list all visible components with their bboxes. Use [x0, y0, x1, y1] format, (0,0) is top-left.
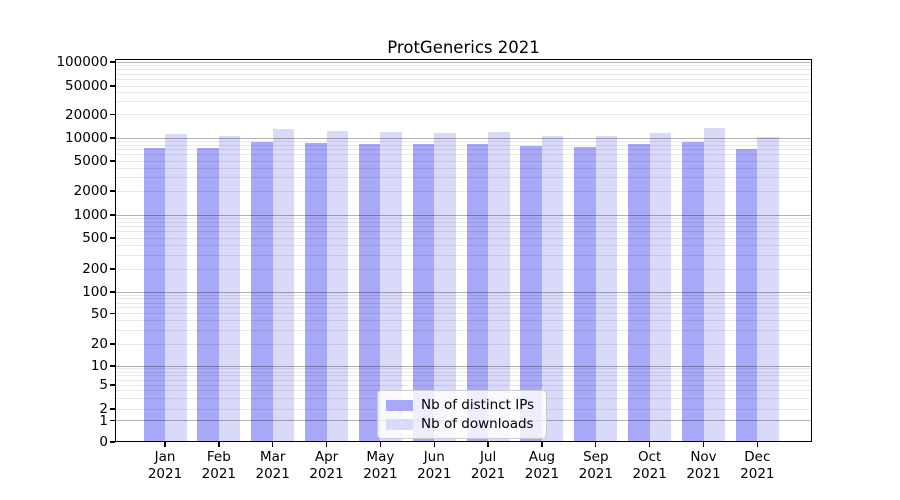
bar-downloads-may — [380, 131, 402, 442]
x-tick-label: Apr 2021 — [309, 449, 344, 482]
x-tick-mark — [218, 442, 220, 447]
x-tick-mark — [379, 442, 382, 447]
bar-downloads-aug — [541, 136, 564, 442]
y-tick-label: 500 — [82, 230, 108, 246]
x-tick-label: Jun 2021 — [417, 449, 452, 482]
y-tick-mark — [110, 291, 115, 293]
y-tick-mark — [110, 61, 115, 63]
y-tick-label: 10 — [90, 358, 108, 374]
bar-distinct-ips-oct — [628, 144, 650, 442]
bar-downloads-jul — [488, 132, 510, 442]
y-tick-label: 5 — [99, 377, 108, 393]
legend-item-downloads: Nb of downloads — [386, 416, 538, 432]
y-tick-label: 1000 — [73, 207, 108, 223]
legend-label-distinct-ips: Nb of distinct IPs — [421, 397, 535, 413]
y-tick-label: 1 — [99, 412, 108, 429]
bar-distinct-ips-dec — [735, 148, 758, 442]
x-tick-mark — [325, 442, 328, 447]
bar-distinct-ips-sep — [574, 146, 596, 442]
legend-item-distinct-ips: Nb of distinct IPs — [386, 397, 538, 413]
y-tick-mark — [110, 343, 115, 345]
x-tick-label: Nov 2021 — [686, 449, 721, 482]
y-tick-mark — [110, 384, 115, 386]
y-tick-mark — [110, 441, 115, 443]
x-tick-label: Jan 2021 — [147, 449, 183, 482]
x-tick-mark — [595, 442, 597, 447]
plot-area — [115, 59, 812, 442]
bar-downloads-oct — [649, 132, 672, 442]
y-tick-mark — [110, 85, 115, 87]
x-tick-label: Feb 2021 — [201, 449, 237, 482]
legend-swatch-downloads — [386, 418, 413, 430]
y-tick-label: 20 — [90, 336, 108, 352]
y-tick-label: 5000 — [73, 153, 108, 169]
bar-distinct-ips-jun — [412, 143, 435, 442]
y-tick-mark — [110, 137, 115, 139]
bar-distinct-ips-feb — [197, 148, 219, 442]
chart-title: ProtGenerics 2021 — [387, 38, 540, 57]
x-tick-mark — [541, 442, 543, 447]
x-tick-mark — [702, 442, 705, 447]
bar-distinct-ips-mar — [251, 141, 273, 442]
x-tick-mark — [433, 442, 435, 447]
y-tick-label: 2 — [99, 401, 108, 417]
y-tick-label: 2000 — [73, 183, 108, 199]
y-tick-mark — [110, 365, 115, 367]
x-tick-label: Jul 2021 — [470, 449, 506, 482]
bar-distinct-ips-apr — [305, 143, 327, 442]
y-tick-mark — [110, 214, 115, 216]
y-tick-label: 100 — [82, 284, 108, 300]
y-tick-label: 100000 — [56, 54, 108, 70]
x-tick-mark — [648, 442, 651, 447]
bar-downloads-apr — [326, 130, 349, 442]
bar-distinct-ips-jan — [143, 147, 165, 442]
legend-label-downloads: Nb of downloads — [421, 416, 534, 432]
x-tick-mark — [272, 442, 274, 447]
legend-swatch-distinct-ips — [386, 399, 413, 411]
y-tick-mark — [110, 113, 115, 116]
y-tick-label: 10000 — [65, 130, 108, 146]
x-tick-mark — [487, 442, 489, 447]
x-tick-label: Mar 2021 — [255, 449, 290, 482]
bar-downloads-mar — [272, 128, 295, 442]
y-tick-label: 20000 — [65, 106, 108, 123]
bar-downloads-dec — [757, 137, 779, 442]
bar-distinct-ips-jul — [466, 143, 489, 442]
y-tick-mark — [110, 419, 115, 422]
y-tick-label: 50000 — [65, 78, 108, 94]
y-tick-mark — [110, 237, 115, 239]
legend: Nb of distinct IPs Nb of downloads — [377, 390, 547, 439]
y-tick-label: 0 — [99, 434, 108, 450]
y-tick-label: 200 — [82, 261, 108, 277]
bar-downloads-nov — [703, 128, 725, 442]
x-tick-label: Aug 2021 — [524, 449, 560, 482]
y-tick-mark — [110, 160, 115, 162]
bar-downloads-jun — [434, 132, 456, 442]
x-tick-label: Dec 2021 — [740, 449, 775, 482]
bar-distinct-ips-may — [358, 143, 381, 442]
bar-distinct-ips-aug — [520, 145, 542, 442]
x-tick-label: Sep 2021 — [578, 449, 613, 482]
x-tick-mark — [756, 442, 759, 447]
y-tick-mark — [110, 268, 115, 270]
y-tick-mark — [110, 408, 115, 410]
y-tick-label: 50 — [90, 305, 108, 322]
y-tick-mark — [110, 312, 115, 315]
x-tick-label: May 2021 — [363, 449, 398, 482]
bar-downloads-feb — [218, 135, 241, 442]
x-tick-mark — [164, 442, 166, 447]
bar-downloads-sep — [595, 136, 618, 442]
y-tick-mark — [110, 190, 115, 192]
x-tick-label: Oct 2021 — [632, 449, 667, 482]
bar-downloads-jan — [165, 134, 187, 442]
bar-distinct-ips-nov — [682, 141, 704, 442]
bars-layer — [115, 59, 812, 442]
